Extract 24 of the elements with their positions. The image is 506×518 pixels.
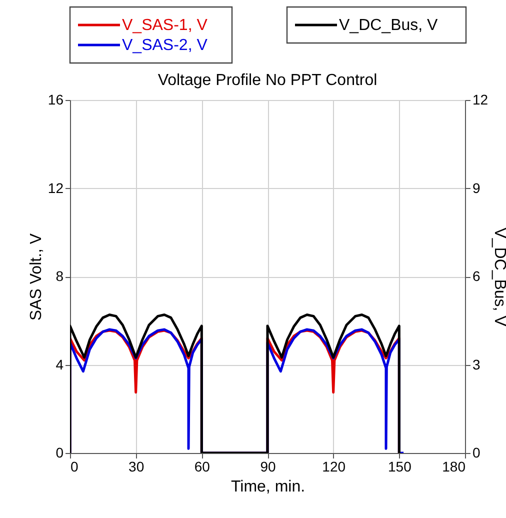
x-tick-label: 150 xyxy=(388,458,412,474)
x-axis-title: Time, min. xyxy=(230,478,306,496)
y2-axis-title: V_DC_Bus, V xyxy=(491,228,506,327)
y-tick-label: 0 xyxy=(56,444,64,460)
legend-label: V_SAS-2, V xyxy=(122,37,208,54)
x-tick-label: 60 xyxy=(194,458,210,474)
x-tick-label: 90 xyxy=(260,458,276,474)
y-tick-label: 16 xyxy=(48,92,64,108)
chart-title: Voltage Profile No PPT Control xyxy=(158,72,378,89)
y2-tick-label: 6 xyxy=(472,268,480,284)
y2-tick-label: 3 xyxy=(472,356,480,372)
y-tick-label: 8 xyxy=(56,268,64,284)
y2-tick-label: 12 xyxy=(472,92,488,108)
legend-label: V_SAS-1, V xyxy=(122,17,208,34)
x-tick-label: 120 xyxy=(322,458,346,474)
x-tick-label: 0 xyxy=(70,458,78,474)
y-tick-label: 4 xyxy=(56,356,64,372)
x-tick-label: 30 xyxy=(128,458,144,474)
x-tick-label: 180 xyxy=(442,458,466,474)
y-tick-label: 12 xyxy=(48,180,64,196)
y2-tick-label: 9 xyxy=(472,180,480,196)
legend-label: V_DC_Bus, V xyxy=(339,17,438,34)
y2-tick-label: 0 xyxy=(472,444,480,460)
y-axis-title: SAS Volt., V xyxy=(28,233,45,321)
